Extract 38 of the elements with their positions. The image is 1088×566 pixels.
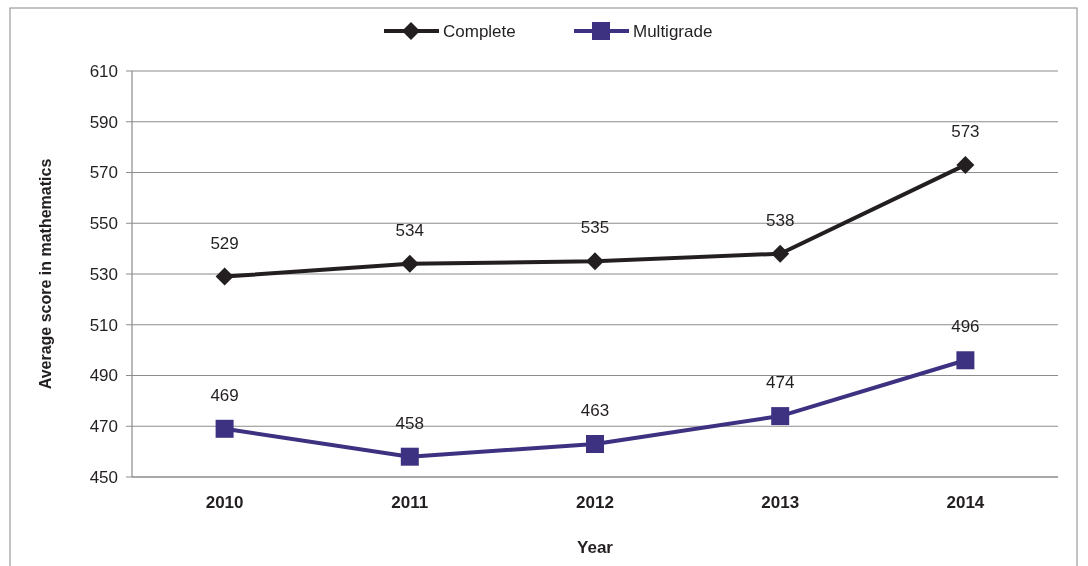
y-axis-title: Average score in mathematics [37, 158, 54, 390]
data-label: 534 [395, 220, 424, 240]
data-label: 496 [951, 317, 980, 337]
data-label: 474 [766, 373, 795, 393]
data-label: 529 [210, 233, 239, 253]
data-label: 458 [395, 413, 424, 433]
point [400, 447, 419, 466]
x-tick-label: 2013 [761, 493, 800, 512]
x-axis-title: Year [577, 538, 614, 557]
point [771, 407, 790, 426]
data-label: 535 [580, 218, 610, 238]
data-label: 538 [766, 210, 795, 230]
legend-label: Multigrade [633, 21, 713, 41]
point [586, 435, 604, 454]
point [215, 267, 234, 286]
legend-label: Complete [443, 21, 516, 41]
point [956, 155, 975, 174]
y-tick-label: 450 [89, 467, 118, 487]
point [771, 244, 790, 263]
y-tick-label: 530 [89, 264, 118, 284]
y-tick-label: 570 [89, 163, 118, 183]
data-label: 469 [210, 385, 239, 405]
x-tick-label: 2010 [205, 493, 244, 512]
y-tick-label: 550 [89, 214, 118, 234]
point [215, 419, 234, 438]
point [586, 252, 604, 271]
x-tick-label: 2012 [576, 493, 614, 512]
y-tick-label: 610 [89, 61, 118, 81]
y-tick-label: 590 [89, 112, 118, 132]
y-tick-label: 490 [89, 366, 118, 386]
data-label: 573 [951, 121, 980, 141]
point [400, 254, 419, 273]
y-tick-label: 510 [89, 315, 118, 335]
data-label: 463 [580, 401, 610, 421]
point [956, 351, 975, 370]
x-tick-label: 2014 [946, 493, 985, 512]
y-tick-label: 470 [89, 417, 118, 437]
x-tick-label: 2011 [391, 493, 429, 512]
